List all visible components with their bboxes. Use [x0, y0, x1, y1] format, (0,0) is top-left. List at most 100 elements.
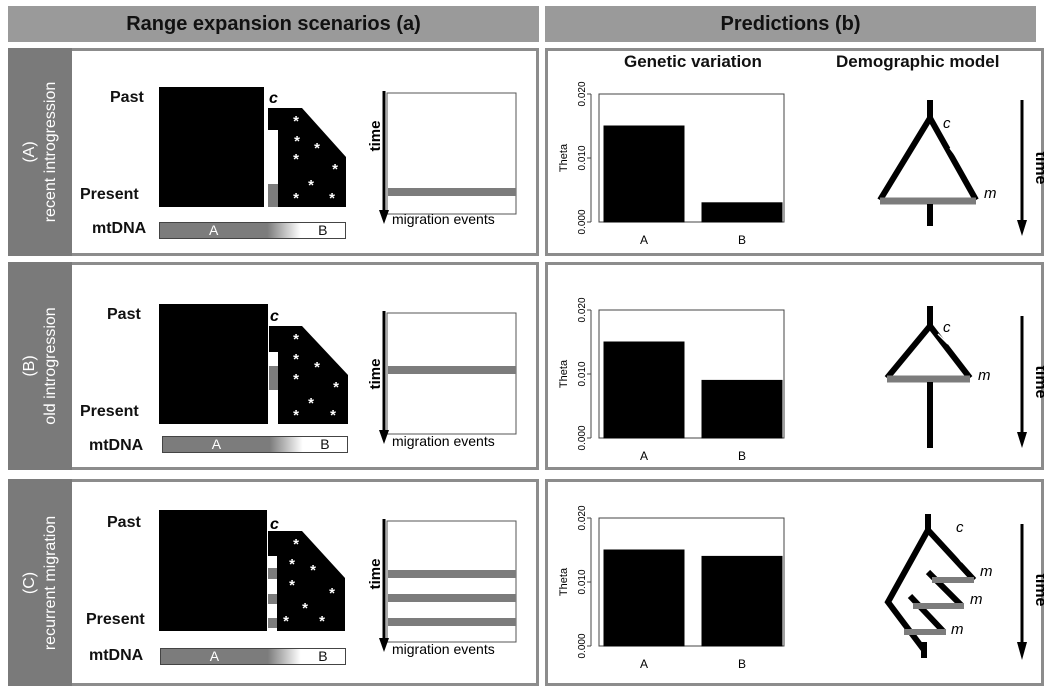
past-label: Past [107, 514, 141, 531]
mtdna-label: mtDNA [92, 220, 147, 237]
m-label: m [951, 621, 964, 638]
category-label: B [738, 449, 746, 463]
introgressed-segment [268, 594, 277, 604]
svg-text:*: * [293, 536, 299, 553]
y-axis-label: Theta [558, 359, 570, 388]
theta-chart-c: 0.000 0.010 0.020 Theta A B [558, 505, 785, 671]
time-label: time [1032, 152, 1044, 185]
haplotype-b-label: B [320, 436, 330, 452]
theta-chart-b: 0.000 0.010 0.020 Theta A B [558, 297, 785, 463]
m-label: m [980, 563, 993, 580]
population-b-range [268, 531, 345, 631]
lineage-a [877, 116, 933, 202]
population-a-range [159, 304, 268, 424]
migration-events-label: migration events [392, 433, 495, 449]
population-b-range [269, 326, 348, 424]
contact-c-label: c [270, 308, 279, 325]
genetic-variation-heading: Genetic variation [624, 52, 762, 71]
mtdna-bar: A B [162, 436, 348, 453]
svg-text:*: * [293, 151, 299, 168]
demographic-model-heading: Demographic model [836, 52, 1000, 71]
migration-event [388, 366, 516, 374]
branch [907, 593, 947, 635]
time-label: time [1032, 574, 1044, 607]
y-axis-label: Theta [558, 143, 570, 172]
plot-frame [598, 309, 785, 439]
bar-a [603, 341, 685, 439]
svg-text:*: * [333, 379, 339, 396]
c-label: c [956, 519, 964, 536]
svg-text:*: * [319, 613, 325, 630]
migration-event [388, 594, 516, 602]
time-arrow-head [379, 430, 389, 444]
migration-timeline-b: time migration events [367, 311, 517, 449]
present-label: Present [80, 403, 139, 420]
svg-text:*: * [283, 613, 289, 630]
present-label: Present [80, 186, 139, 203]
haplotype-a-label: A [211, 436, 222, 452]
lineage-a [884, 324, 933, 380]
introgressed-segment [269, 366, 278, 390]
expansion-stars: ******** [283, 536, 335, 630]
svg-text:*: * [289, 556, 295, 573]
introgressed-segment [268, 568, 277, 579]
mtdna-label: mtDNA [89, 437, 144, 454]
y-tick-label: 0.000 [577, 633, 588, 658]
lineage-b-highlight [949, 147, 957, 157]
timeline-frame [386, 92, 517, 215]
svg-text:*: * [289, 577, 295, 594]
time-label: time [367, 121, 384, 152]
time-arrow-head [1017, 642, 1027, 660]
svg-text:*: * [329, 190, 335, 207]
svg-text:*: * [294, 133, 300, 150]
population-a-range [159, 510, 267, 631]
category-label: B [738, 657, 746, 671]
svg-text:*: * [314, 140, 320, 157]
expansion-stars: ******** [293, 331, 339, 424]
migration-timeline-a: time migration events [367, 91, 517, 227]
lineage-b [925, 527, 977, 583]
lineage-b [927, 116, 979, 202]
y-tick-label: 0.000 [577, 209, 588, 234]
y-tick-label: 0.010 [577, 569, 588, 594]
category-label: A [640, 449, 648, 463]
present-label: Present [86, 611, 145, 628]
c-label: c [943, 319, 951, 336]
svg-text:*: * [293, 351, 299, 368]
contact-zone [268, 556, 277, 631]
mtdna-bar: A B [160, 648, 346, 665]
population-a-range [159, 87, 264, 207]
migration-event [388, 570, 516, 578]
time-label: time [1032, 366, 1044, 399]
m-label: m [970, 591, 983, 608]
mtdna-bar: A B [159, 222, 346, 239]
expansion-stars: ******** [293, 113, 338, 207]
y-tick-label: 0.010 [577, 145, 588, 170]
svg-text:*: * [314, 359, 320, 376]
migration-event [388, 618, 516, 626]
bar-b [701, 202, 783, 223]
haplotype-b-label: B [318, 648, 328, 664]
svg-text:*: * [293, 371, 299, 388]
time-arrow-head [1017, 220, 1027, 236]
time-arrow-head [379, 638, 389, 652]
left-header: Range expansion scenarios (a) [8, 6, 539, 42]
population-b-range [268, 108, 346, 207]
time-arrow-head [379, 210, 389, 224]
svg-text:*: * [308, 395, 314, 412]
svg-text:*: * [302, 600, 308, 617]
contact-zone [268, 130, 278, 207]
right-header: Predictions (b) [545, 6, 1036, 42]
demographic-model-c: c m m m time [884, 514, 1044, 660]
svg-text:*: * [310, 562, 316, 579]
past-label: Past [110, 89, 144, 106]
svg-text:*: * [308, 177, 314, 194]
lineage-b [927, 324, 973, 380]
category-label: B [738, 233, 746, 247]
category-label: A [640, 657, 648, 671]
time-label: time [367, 359, 384, 390]
svg-text:*: * [293, 190, 299, 207]
